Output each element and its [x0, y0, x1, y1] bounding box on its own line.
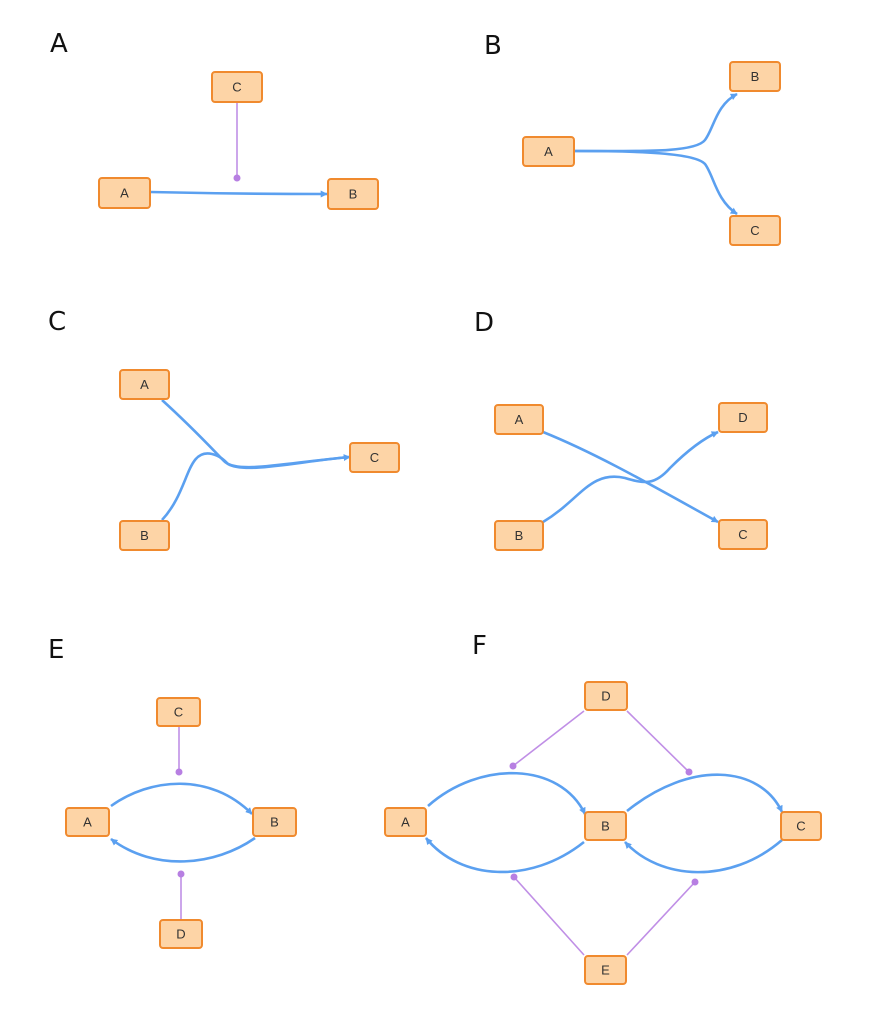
panel-f: F D A B C E	[384, 631, 822, 985]
node-a: A	[384, 807, 427, 837]
svg-text:D: D	[601, 689, 610, 704]
svg-text:C: C	[738, 527, 747, 542]
node-a: A	[494, 404, 544, 435]
svg-text:D: D	[738, 410, 747, 425]
node-d: D	[159, 919, 203, 949]
node-a: A	[119, 369, 170, 400]
svg-text:A: A	[140, 377, 149, 392]
edge-b-to-c	[161, 452, 351, 521]
node-c: C	[718, 519, 768, 550]
edge-a-to-c	[573, 149, 738, 216]
edge-c-to-b	[624, 839, 783, 874]
panel-label-f: F	[472, 631, 487, 661]
modifier-line-d-to-bc	[626, 710, 690, 773]
edge-b-to-d	[542, 430, 719, 524]
node-c: C	[349, 442, 400, 473]
edge-a-to-c	[161, 399, 351, 469]
svg-text:E: E	[601, 963, 610, 978]
modifier-line-e-to-ba	[513, 876, 585, 956]
node-e: E	[584, 955, 627, 985]
edge-a-to-b	[573, 92, 738, 153]
svg-text:C: C	[232, 80, 241, 95]
modifier-dot	[509, 762, 517, 770]
edge-b-to-a	[110, 836, 256, 863]
panel-label-b: B	[484, 31, 502, 61]
svg-text:B: B	[270, 815, 279, 830]
edge-a-to-b	[110, 782, 253, 815]
svg-text:C: C	[750, 223, 759, 238]
modifier-line-e-to-cb	[626, 881, 696, 956]
node-c: C	[729, 215, 781, 246]
node-b: B	[119, 520, 170, 551]
node-c: C	[156, 697, 201, 727]
node-b: B	[729, 61, 781, 92]
svg-text:A: A	[544, 144, 553, 159]
node-b: B	[584, 811, 627, 841]
modifier-dot	[177, 870, 185, 878]
svg-text:B: B	[515, 528, 524, 543]
node-b: B	[494, 520, 544, 551]
node-b: B	[252, 807, 297, 837]
panel-label-e: E	[48, 635, 64, 665]
edge-a-to-b	[149, 190, 328, 198]
svg-text:C: C	[174, 705, 183, 720]
svg-text:B: B	[349, 187, 358, 202]
node-a: A	[522, 136, 575, 167]
modifier-dot	[510, 873, 518, 881]
panel-a: A C A B	[50, 29, 379, 210]
panel-e: E C A B D	[48, 635, 297, 949]
svg-text:A: A	[515, 412, 524, 427]
panel-label-c: C	[48, 307, 66, 337]
panel-label-d: D	[474, 308, 494, 338]
node-c: C	[780, 811, 822, 841]
modifier-dot	[233, 174, 241, 182]
panel-b: B A B C	[484, 31, 781, 246]
svg-text:D: D	[176, 927, 185, 942]
panel-c: C A B C	[48, 307, 400, 551]
edge-b-to-a	[424, 837, 585, 874]
node-a: A	[98, 177, 151, 209]
node-d: D	[584, 681, 628, 711]
svg-text:B: B	[751, 69, 760, 84]
modifier-dot	[175, 768, 183, 776]
panel-d: D A B C D	[474, 308, 768, 551]
modifier-line-d-to-ab	[512, 710, 585, 767]
node-a: A	[65, 807, 110, 837]
node-b: B	[327, 178, 379, 210]
node-d: D	[718, 402, 768, 433]
modifier-dot	[685, 768, 693, 776]
node-c: C	[211, 71, 263, 103]
modifier-dot	[691, 878, 699, 886]
svg-text:C: C	[796, 819, 805, 834]
svg-text:B: B	[140, 528, 149, 543]
svg-text:A: A	[401, 815, 410, 830]
svg-text:C: C	[370, 450, 379, 465]
svg-text:B: B	[601, 819, 610, 834]
svg-text:A: A	[83, 815, 92, 830]
svg-text:A: A	[120, 186, 129, 201]
edge-a-to-b	[427, 771, 587, 815]
edge-b-to-c	[626, 773, 784, 813]
edge-a-to-c	[542, 430, 719, 524]
panel-label-a: A	[50, 29, 68, 59]
